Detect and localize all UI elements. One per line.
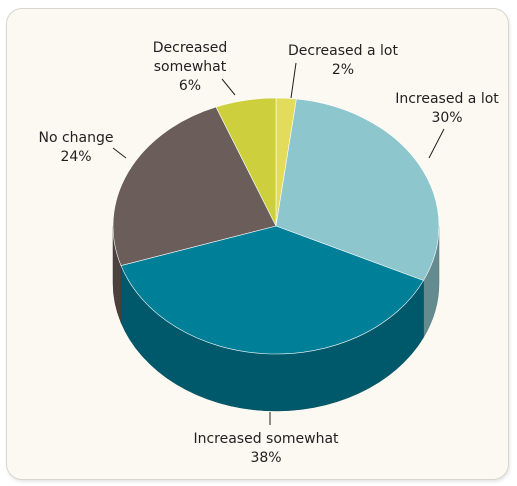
leader-decreased-somewhat	[221, 78, 236, 96]
slice-no-change	[112, 106, 277, 266]
label-decreased-somewhat: Decreased somewhat 6%	[153, 40, 228, 94]
slice-value: 6%	[179, 78, 201, 94]
slice-increased-a-lot	[275, 98, 440, 281]
leader-lines	[112, 62, 445, 425]
slice-name: No change	[38, 130, 113, 146]
slice-name: Decreased a lot	[288, 43, 398, 59]
leader-decreased-a-lot	[290, 62, 297, 99]
leader-no-change	[112, 147, 127, 159]
label-increased-a-lot: Increased a lot 30%	[395, 91, 499, 126]
slice-value: 2%	[332, 62, 354, 78]
slice-name: somewhat	[154, 59, 227, 75]
leader-increased-a-lot	[428, 128, 445, 159]
slice-labels: Decreased a lot 2%Increased a lot 30%Incre…	[38, 40, 499, 466]
label-increased-somewhat: Increased somewhat 38%	[193, 431, 339, 466]
slice-increased-somewhat	[120, 225, 424, 355]
slice-value: 30%	[431, 110, 462, 126]
slice-name: Increased somewhat	[193, 431, 339, 447]
pie-slices	[112, 97, 440, 355]
slice-decreased-somewhat	[215, 97, 277, 227]
label-no-change: No change 24%	[38, 130, 113, 165]
slice-value: 24%	[60, 149, 91, 165]
slice-name: Increased a lot	[395, 91, 499, 107]
slice-value: 38%	[250, 450, 281, 466]
label-decreased-a-lot: Decreased a lot 2%	[288, 43, 398, 78]
slice-name: Decreased	[153, 40, 228, 56]
